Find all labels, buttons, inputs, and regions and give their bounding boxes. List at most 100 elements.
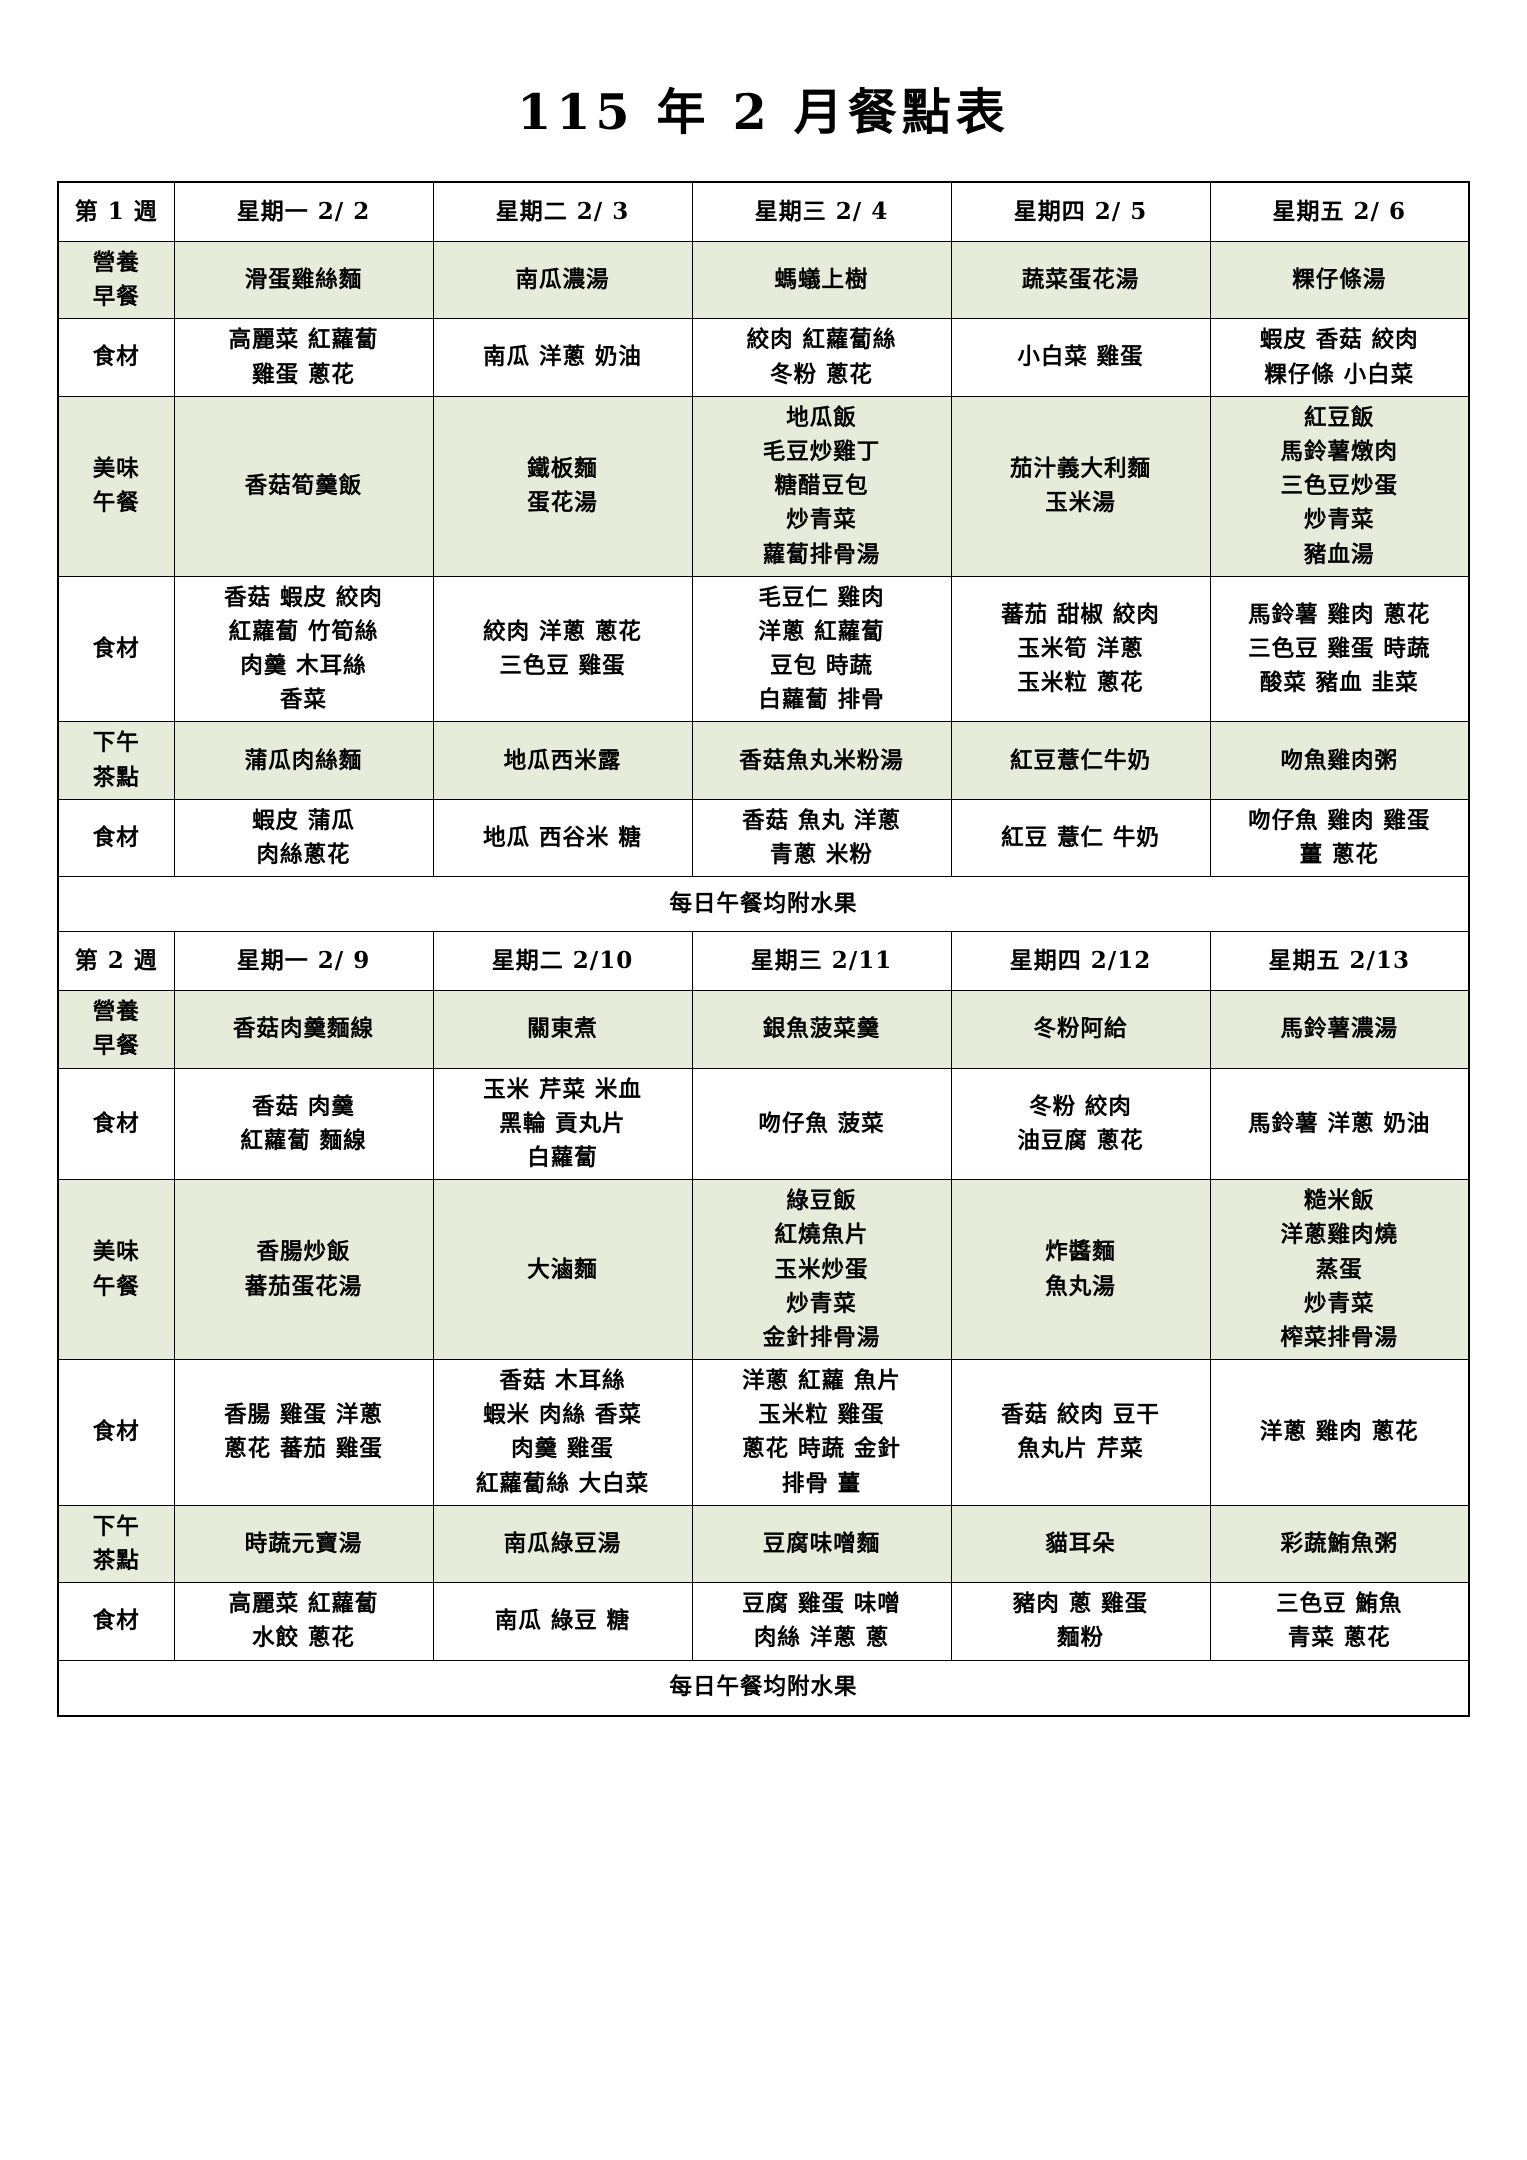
menu-cell: 粿仔條湯 — [1209, 240, 1470, 320]
menu-cell: 南瓜綠豆湯 — [432, 1504, 693, 1584]
menu-cell: 蔬菜蛋花湯 — [950, 240, 1211, 320]
menu-cell: 銀魚菠菜羹 — [691, 990, 952, 1069]
day-header-2: 星期二 2/10 — [432, 931, 693, 992]
row-label: 下午 茶點 — [57, 1504, 175, 1584]
menu-row-食材: 食材 蝦皮 蒲瓜 肉絲蔥花 地瓜 西谷米 糖香菇 魚丸 洋蔥 青蔥 米粉 紅豆 薏仁 牛奶… — [57, 798, 1470, 878]
week-label: 第 1 週 — [57, 181, 175, 242]
row-label: 營養 早餐 — [57, 990, 175, 1069]
row-label: 食材 — [57, 1582, 175, 1661]
menu-cell: 滑蛋雞絲麵 — [173, 240, 434, 320]
day-header-3: 星期三 2/11 — [691, 931, 952, 992]
menu-cell: 南瓜 洋蔥 奶油 — [432, 318, 693, 397]
menu-cell: 香菇肉羹麵線 — [173, 990, 434, 1069]
menu-cell: 蝦皮 蒲瓜 肉絲蔥花 — [173, 798, 434, 878]
menu-cell: 高麗菜 紅蘿蔔 雞蛋 蔥花 — [173, 318, 434, 397]
menu-cell: 絞肉 紅蘿蔔絲 冬粉 蔥花 — [691, 318, 952, 397]
menu-cell: 吻仔魚 菠菜 — [691, 1067, 952, 1181]
footer-note: 每日午餐均附水果 — [57, 876, 1470, 933]
menu-cell: 糙米飯 洋蔥雞肉燒 蒸蛋 炒青菜 榨菜排骨湯 — [1209, 1179, 1470, 1361]
menu-cell: 吻仔魚 雞肉 雞蛋薑 蔥花 — [1209, 798, 1470, 878]
menu-cell: 高麗菜 紅蘿蔔 水餃 蔥花 — [173, 1582, 434, 1661]
row-label: 食材 — [57, 575, 175, 723]
day-header-5: 星期五 2/ 6 — [1209, 181, 1470, 242]
menu-row-食材: 食材 香菇 肉羹 紅蘿蔔 麵線 玉米 芹菜 米血 黑輪 貢丸片 白蘿蔔 吻仔魚 菠菜 冬粉 絞… — [57, 1067, 1470, 1181]
menu-cell: 冬粉 絞肉 油豆腐 蔥花 — [950, 1067, 1211, 1181]
menu-table-body: 第 1 週星期一 2/ 2 星期二 2/ 3 星期三 2/ 4 星期四 2/ 5 星期五… — [57, 181, 1470, 1717]
footer-note-row: 每日午餐均附水果 — [57, 876, 1470, 933]
menu-row-美味午餐: 美味 午餐 香腸炒飯 蕃茄蛋花湯 大滷麵 綠豆飯 紅燒魚片 玉米炒蛋 炒青菜 金針排骨湯 炸醬麵 魚丸… — [57, 1179, 1470, 1361]
menu-row-美味午餐: 美味 午餐 香菇筍羹飯 鐵板麵 蛋花湯 地瓜飯 毛豆炒雞丁 糖醋豆包 炒青菜 蘿蔔排骨湯 茄汁義大利… — [57, 395, 1470, 577]
menu-cell: 三色豆 鮪魚 青菜 蔥花 — [1209, 1582, 1470, 1661]
menu-cell: 毛豆仁 雞肉 洋蔥 紅蘿蔔 豆包 時蔬 白蘿蔔 排骨 — [691, 575, 952, 723]
menu-cell: 小白菜 雞蛋 — [950, 318, 1211, 397]
menu-cell: 紅豆 薏仁 牛奶 — [950, 798, 1211, 878]
page-title: 115 年 2 月餐點表 — [517, 83, 1010, 141]
menu-row-食材: 食材 高麗菜 紅蘿蔔 水餃 蔥花 南瓜 綠豆 糖豆腐 雞蛋 味噌 肉絲 洋蔥 蔥豬肉 蔥… — [57, 1582, 1470, 1661]
menu-cell: 地瓜西米露 — [432, 721, 693, 800]
menu-cell: 玉米 芹菜 米血 黑輪 貢丸片 白蘿蔔 — [432, 1067, 693, 1181]
menu-table: 第 1 週星期一 2/ 2 星期二 2/ 3 星期三 2/ 4 星期四 2/ 5 星期五… — [57, 181, 1470, 1717]
row-label: 美味 午餐 — [57, 395, 175, 577]
footer-note-row: 每日午餐均附水果 — [57, 1659, 1470, 1717]
menu-row-食材: 食材 香菇 蝦皮 絞肉 紅蘿蔔 竹筍絲 肉羹 木耳絲 香菜 絞肉 洋蔥 蔥花 三色豆 雞蛋毛… — [57, 575, 1470, 723]
menu-cell: 紅豆薏仁牛奶 — [950, 721, 1211, 800]
row-label: 食材 — [57, 1359, 175, 1506]
row-label: 下午 茶點 — [57, 721, 175, 800]
menu-cell: 時蔬元寶湯 — [173, 1504, 434, 1584]
menu-row-食材: 食材 高麗菜 紅蘿蔔 雞蛋 蔥花 南瓜 洋蔥 奶油 絞肉 紅蘿蔔絲 冬粉 蔥花 小白菜 雞蛋… — [57, 318, 1470, 397]
menu-cell: 綠豆飯 紅燒魚片 玉米炒蛋 炒青菜 金針排骨湯 — [691, 1179, 952, 1361]
row-label: 營養 早餐 — [57, 240, 175, 320]
day-header-2: 星期二 2/ 3 — [432, 181, 693, 242]
menu-cell: 炸醬麵 魚丸湯 — [950, 1179, 1211, 1361]
menu-cell: 地瓜 西谷米 糖 — [432, 798, 693, 878]
menu-cell: 蒲瓜肉絲麵 — [173, 721, 434, 800]
day-header-3: 星期三 2/ 4 — [691, 181, 952, 242]
week-label: 第 2 週 — [57, 931, 175, 992]
menu-cell: 絞肉 洋蔥 蔥花 三色豆 雞蛋 — [432, 575, 693, 723]
menu-cell: 大滷麵 — [432, 1179, 693, 1361]
menu-cell: 馬鈴薯濃湯 — [1209, 990, 1470, 1069]
menu-cell: 冬粉阿給 — [950, 990, 1211, 1069]
day-header-4: 星期四 2/12 — [950, 931, 1211, 992]
row-label: 食材 — [57, 318, 175, 397]
menu-cell: 香菇魚丸米粉湯 — [691, 721, 952, 800]
menu-cell: 吻魚雞肉粥 — [1209, 721, 1470, 800]
menu-cell: 香菇筍羹飯 — [173, 395, 434, 577]
menu-cell: 貓耳朵 — [950, 1504, 1211, 1584]
menu-cell: 香菇 木耳絲 蝦米 肉絲 香菜 肉羹 雞蛋 紅蘿蔔絲 大白菜 — [432, 1359, 693, 1506]
menu-cell: 洋蔥 雞肉 蔥花 — [1209, 1359, 1470, 1506]
menu-cell: 茄汁義大利麵 玉米湯 — [950, 395, 1211, 577]
row-label: 美味 午餐 — [57, 1179, 175, 1361]
menu-cell: 香菇 魚丸 洋蔥 青蔥 米粉 — [691, 798, 952, 878]
menu-cell: 彩蔬鮪魚粥 — [1209, 1504, 1470, 1584]
menu-cell: 蕃茄 甜椒 絞肉 玉米筍 洋蔥 玉米粒 蔥花 — [950, 575, 1211, 723]
menu-cell: 鐵板麵 蛋花湯 — [432, 395, 693, 577]
menu-cell: 關東煮 — [432, 990, 693, 1069]
menu-cell: 馬鈴薯 雞肉 蔥花 三色豆 雞蛋 時蔬 酸菜 豬血 韭菜 — [1209, 575, 1470, 723]
menu-cell: 豬肉 蔥 雞蛋 麵粉 — [950, 1582, 1211, 1661]
menu-cell: 洋蔥 紅蘿 魚片 玉米粒 雞蛋 蔥花 時蔬 金針 排骨 薑 — [691, 1359, 952, 1506]
row-label: 食材 — [57, 1067, 175, 1181]
menu-cell: 螞蟻上樹 — [691, 240, 952, 320]
menu-cell: 豆腐 雞蛋 味噌 肉絲 洋蔥 蔥 — [691, 1582, 952, 1661]
menu-cell: 南瓜 綠豆 糖 — [432, 1582, 693, 1661]
day-header-1: 星期一 2/ 9 — [173, 931, 434, 992]
menu-cell: 馬鈴薯 洋蔥 奶油 — [1209, 1067, 1470, 1181]
menu-cell: 豆腐味噌麵 — [691, 1504, 952, 1584]
menu-row-下午茶點: 下午 茶點 蒲瓜肉絲麵 地瓜西米露 香菇魚丸米粉湯 紅豆薏仁牛奶 吻魚雞肉粥 — [57, 721, 1470, 800]
day-header-1: 星期一 2/ 2 — [173, 181, 434, 242]
menu-row-營養早餐: 營養 早餐 香菇肉羹麵線 關東煮 銀魚菠菜羹 冬粉阿給 馬鈴薯濃湯 — [57, 990, 1470, 1069]
week-header-row: 第 1 週星期一 2/ 2 星期二 2/ 3 星期三 2/ 4 星期四 2/ 5 星期五… — [57, 181, 1470, 242]
menu-row-食材: 食材 香腸 雞蛋 洋蔥 蔥花 蕃茄 雞蛋 香菇 木耳絲 蝦米 肉絲 香菜 肉羹 雞蛋 紅蘿蔔… — [57, 1359, 1470, 1506]
day-header-5: 星期五 2/13 — [1209, 931, 1470, 992]
day-header-4: 星期四 2/ 5 — [950, 181, 1211, 242]
menu-cell: 香菇 蝦皮 絞肉 紅蘿蔔 竹筍絲 肉羹 木耳絲 香菜 — [173, 575, 434, 723]
footer-note: 每日午餐均附水果 — [57, 1659, 1470, 1717]
menu-cell: 香腸炒飯 蕃茄蛋花湯 — [173, 1179, 434, 1361]
menu-cell: 地瓜飯 毛豆炒雞丁 糖醋豆包 炒青菜 蘿蔔排骨湯 — [691, 395, 952, 577]
menu-row-下午茶點: 下午 茶點 時蔬元寶湯 南瓜綠豆湯 豆腐味噌麵 貓耳朵 彩蔬鮪魚粥 — [57, 1504, 1470, 1584]
menu-cell: 紅豆飯 馬鈴薯燉肉 三色豆炒蛋 炒青菜 豬血湯 — [1209, 395, 1470, 577]
menu-cell: 南瓜濃湯 — [432, 240, 693, 320]
menu-cell: 香腸 雞蛋 洋蔥 蔥花 蕃茄 雞蛋 — [173, 1359, 434, 1506]
